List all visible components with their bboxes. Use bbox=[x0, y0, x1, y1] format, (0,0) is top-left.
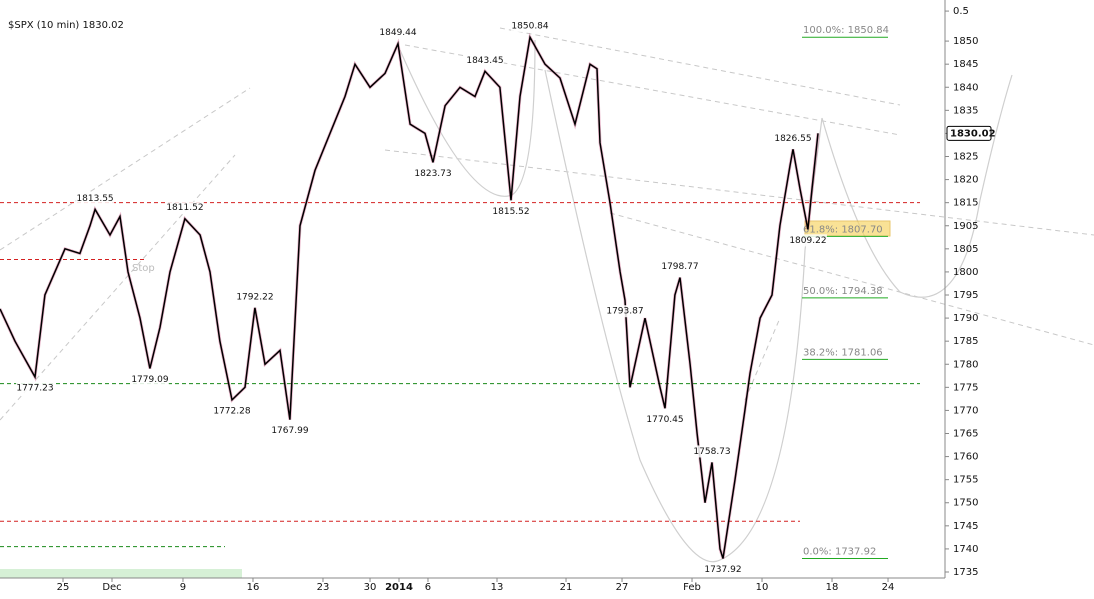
y-tick-label: 1905 bbox=[953, 221, 978, 232]
y-tick-label: 1840 bbox=[953, 82, 978, 93]
annotation-box bbox=[492, 205, 530, 218]
annotation: 1772.28 bbox=[213, 406, 250, 416]
x-tick-label: 16 bbox=[247, 582, 260, 593]
annotation: 1850.84 bbox=[511, 22, 548, 32]
y-tick-label: 1780 bbox=[953, 359, 978, 370]
x-tick-label: 10 bbox=[756, 582, 769, 593]
y-tick-label: 1765 bbox=[953, 429, 978, 440]
channel-line bbox=[0, 87, 251, 251]
fib-label: 100.0%: 1850.84 bbox=[803, 25, 889, 36]
y-tick-label: 1845 bbox=[953, 59, 978, 70]
annotation: 1813.55 bbox=[76, 194, 113, 204]
y-tick-label: 1755 bbox=[953, 475, 978, 486]
y-tick-label: 1800 bbox=[953, 267, 978, 278]
annotation: 1811.52 bbox=[166, 203, 203, 213]
channel-line bbox=[609, 212, 1094, 346]
x-tick-label: 30 bbox=[364, 582, 377, 593]
last-price-box bbox=[946, 125, 992, 141]
x-tick-label: 9 bbox=[180, 582, 186, 593]
y-tick-label: 1770 bbox=[953, 405, 978, 416]
fib-label: 0.0%: 1737.92 bbox=[803, 547, 876, 558]
annotation-box bbox=[693, 445, 732, 458]
stop-label: Stop bbox=[132, 263, 155, 274]
annotation-box bbox=[605, 305, 644, 318]
y-tick-label: 1735 bbox=[953, 567, 978, 578]
annotation: 1777.23 bbox=[16, 384, 53, 394]
last-price: 1830.02 bbox=[950, 128, 996, 139]
x-tick-label: 2014 bbox=[385, 582, 413, 593]
x-tick-label: 25 bbox=[57, 582, 70, 593]
chart-title: $SPX (10 min) 1830.02 bbox=[8, 20, 124, 31]
fib-label: 50.0%: 1794.38 bbox=[803, 286, 883, 297]
annotation-box bbox=[465, 54, 504, 67]
price-line bbox=[0, 34, 819, 559]
annotation: 1770.45 bbox=[646, 415, 683, 425]
x-tick-label: 18 bbox=[826, 582, 839, 593]
y-tick-label: 1785 bbox=[953, 336, 978, 347]
volume-strip bbox=[0, 569, 242, 578]
annotation: 1849.44 bbox=[379, 28, 416, 38]
y-tick-label: 1760 bbox=[953, 452, 978, 463]
x-tick-label: 6 bbox=[425, 582, 431, 593]
y-tick-label: 1825 bbox=[953, 152, 978, 163]
annotation: 1843.45 bbox=[466, 56, 503, 66]
y-tick-label: 1815 bbox=[953, 198, 978, 209]
x-tick-label: 27 bbox=[616, 582, 629, 593]
y-tick-label: 1745 bbox=[953, 521, 978, 532]
x-tick-label: Feb bbox=[683, 582, 701, 593]
x-tick-label: 24 bbox=[882, 582, 895, 593]
annotation-box bbox=[703, 563, 742, 576]
annotation: 1767.99 bbox=[271, 426, 308, 436]
annotation: 1809.22 bbox=[789, 236, 826, 246]
annotation: 1737.92 bbox=[704, 565, 741, 575]
y-tick-label: 1850 bbox=[953, 36, 978, 47]
channel-line bbox=[744, 317, 781, 401]
x-tick-label: 21 bbox=[560, 582, 573, 593]
annotation-box bbox=[773, 132, 812, 145]
fib-label: 38.2%: 1781.06 bbox=[803, 347, 883, 358]
annotation: 1779.09 bbox=[131, 375, 168, 385]
x-tick-label: Dec bbox=[102, 582, 121, 593]
y-tick-label: 1775 bbox=[953, 382, 978, 393]
annotation-box bbox=[235, 290, 274, 303]
y-tick-label: 1790 bbox=[953, 313, 978, 324]
y-tick-label: 1750 bbox=[953, 498, 978, 509]
y-tick-label: 1795 bbox=[953, 290, 978, 301]
annotation-box bbox=[788, 234, 827, 247]
annotation: 1798.77 bbox=[661, 262, 698, 272]
annotation-box bbox=[130, 373, 169, 386]
fib-label: 61.8%: 1807.70 bbox=[803, 224, 883, 235]
annotation-box bbox=[660, 260, 699, 273]
annotation: 1793.87 bbox=[606, 307, 643, 317]
y-tick-label: 1740 bbox=[953, 544, 978, 555]
annotation-box bbox=[16, 382, 54, 395]
y-tick-label: 0.5 bbox=[953, 6, 969, 17]
annotation-box bbox=[646, 413, 684, 426]
annotation: 1758.73 bbox=[693, 447, 730, 457]
x-tick-label: 13 bbox=[491, 582, 504, 593]
annotation-box bbox=[414, 167, 453, 180]
annotation: 1792.22 bbox=[236, 292, 273, 302]
y-tick-label: 1805 bbox=[953, 244, 978, 255]
channel-line bbox=[499, 27, 901, 106]
y-tick-label: 1820 bbox=[953, 175, 978, 186]
x-tick-label: 23 bbox=[317, 582, 330, 593]
arc bbox=[544, 69, 823, 563]
annotation: 1823.73 bbox=[414, 169, 451, 179]
annotation-box bbox=[379, 26, 418, 39]
annotation-box bbox=[212, 404, 251, 417]
annotation: 1826.55 bbox=[774, 134, 811, 144]
annotation-box bbox=[165, 201, 204, 214]
annotation-box bbox=[76, 192, 115, 205]
annotation-box bbox=[270, 424, 309, 437]
annotation-box bbox=[511, 20, 550, 33]
annotation: 1815.52 bbox=[492, 207, 529, 217]
y-tick-label: 1835 bbox=[953, 105, 978, 116]
